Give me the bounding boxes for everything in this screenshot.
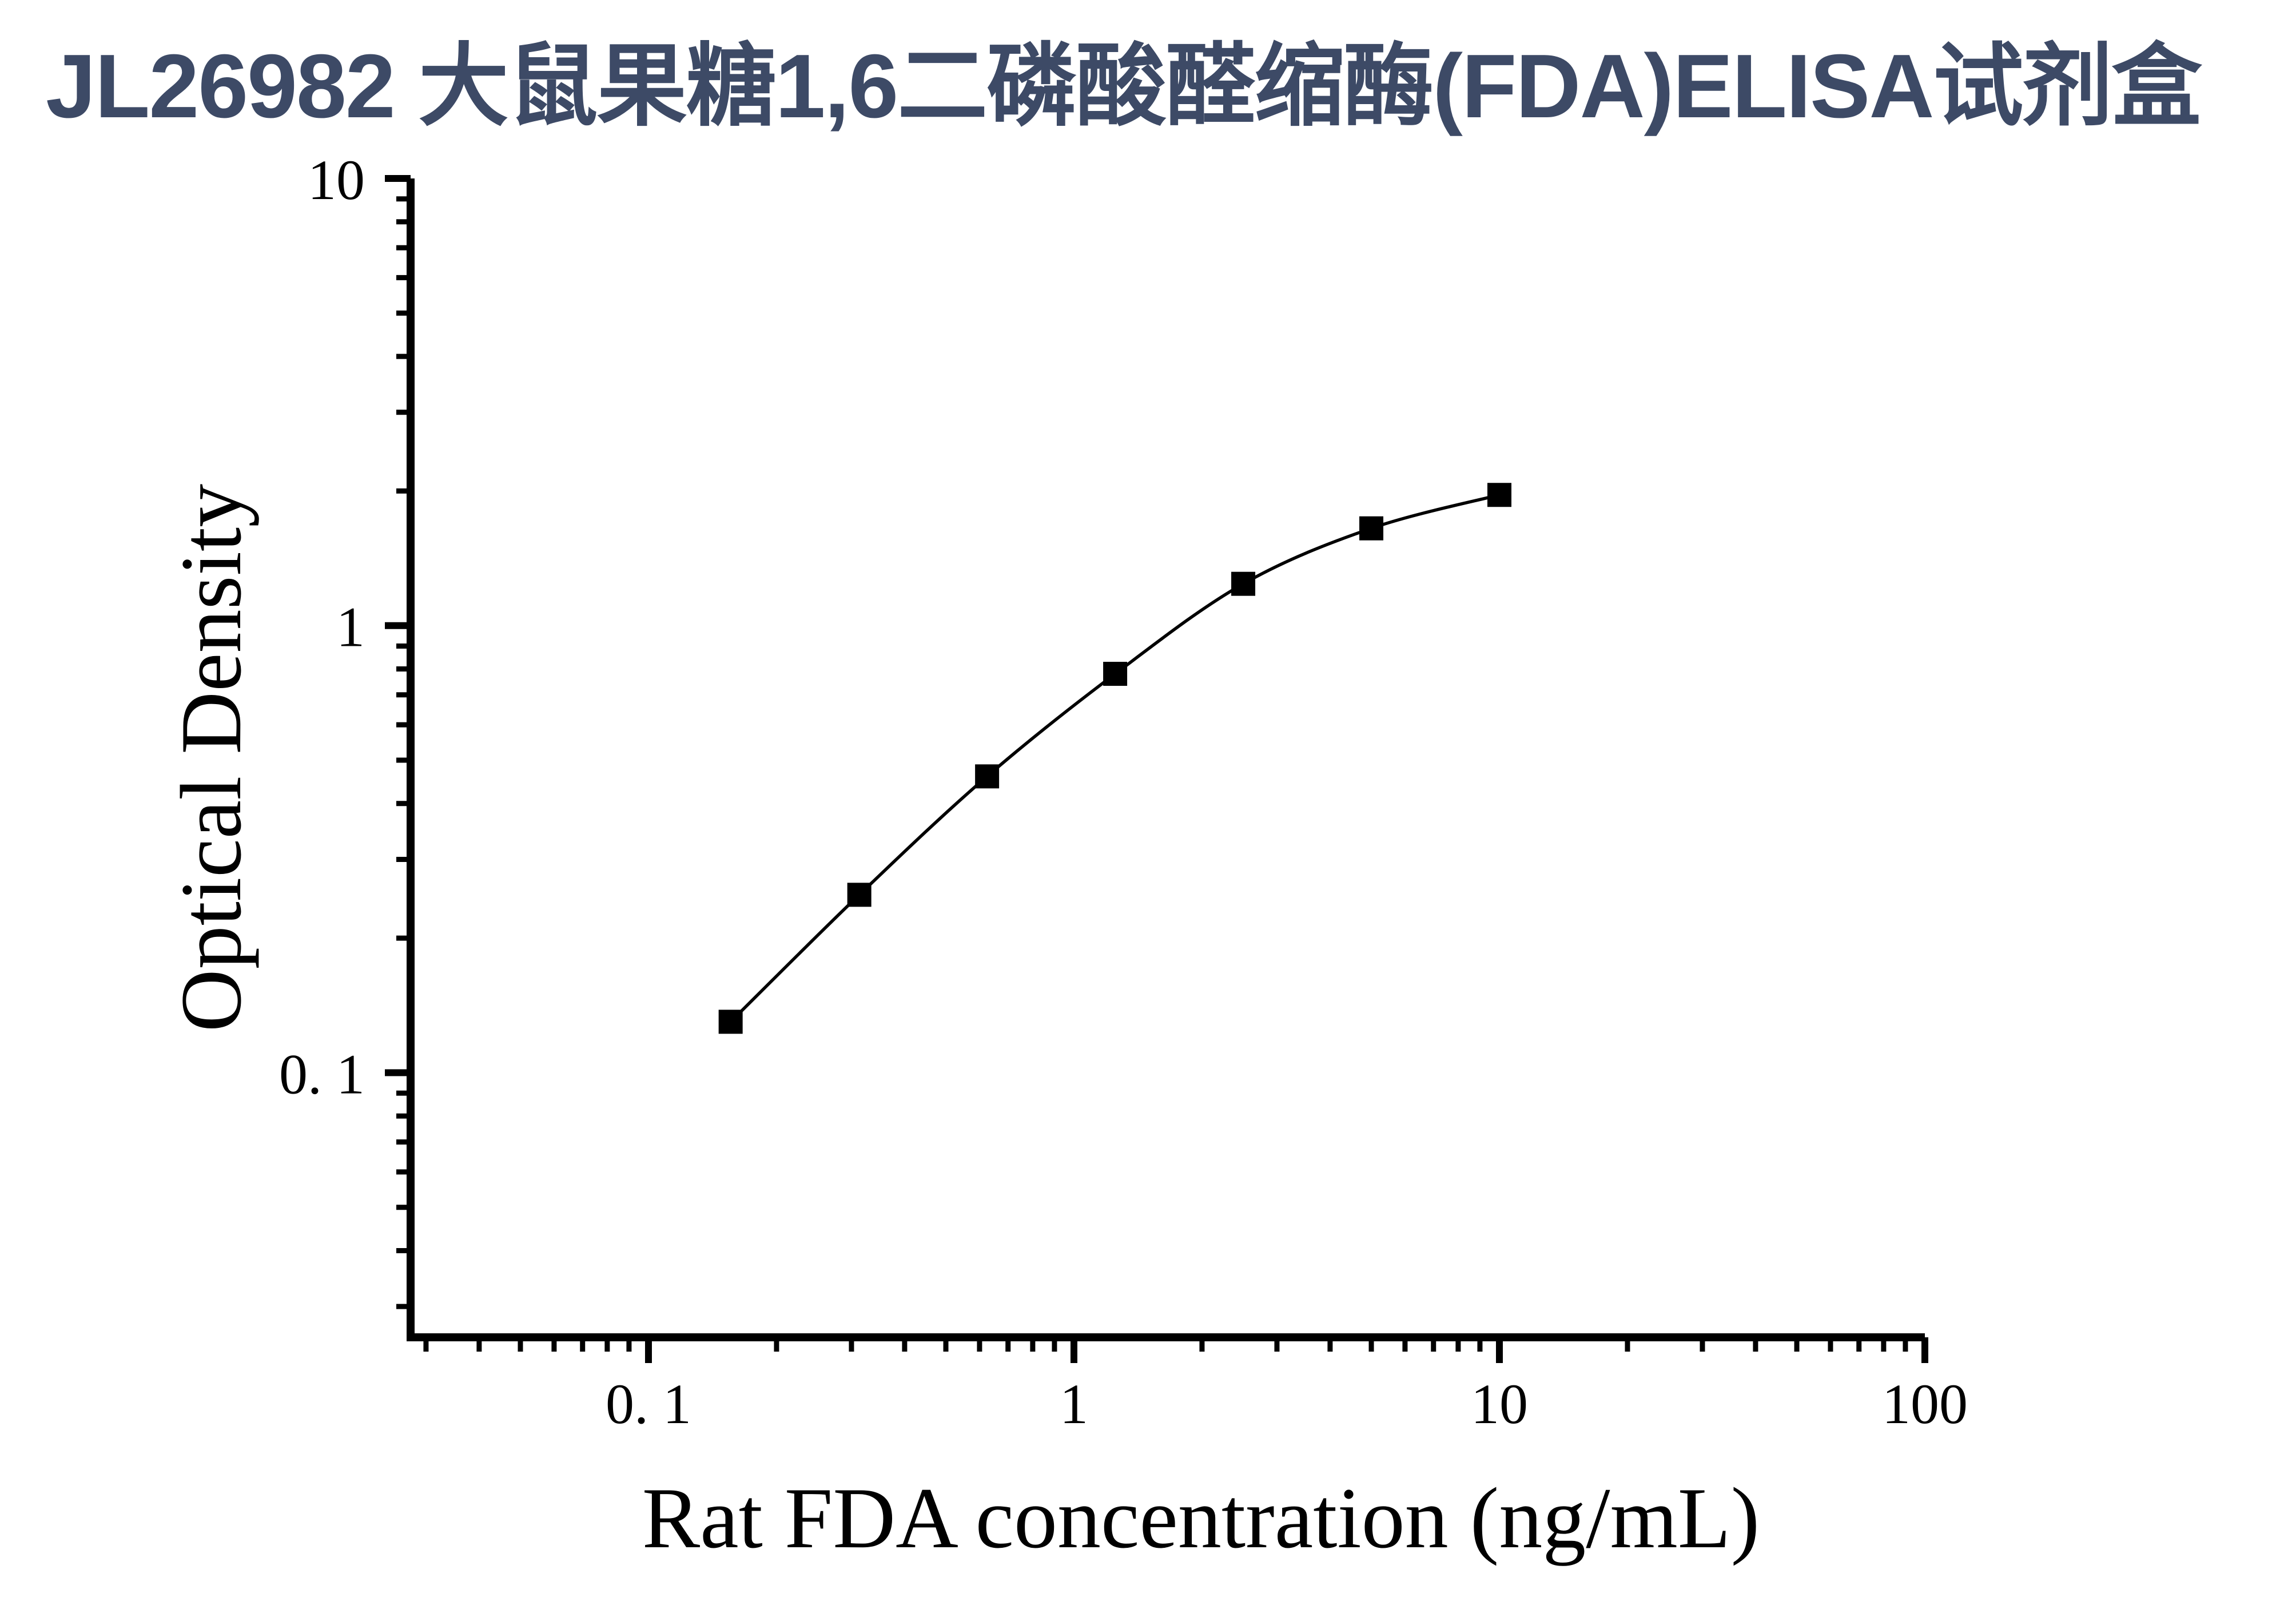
data-point-marker [718, 1010, 743, 1034]
data-point-marker [1231, 571, 1256, 596]
data-point-marker [1487, 483, 1511, 507]
x-tick-label: 0. 1 [606, 1372, 691, 1436]
axis-ticks [385, 175, 1928, 1363]
data-point-marker [847, 883, 872, 907]
standard-curve-line [729, 493, 1500, 1023]
axis-tick-labels: 0. 1 1 10 100 0. 1 1 10 [279, 148, 1968, 1436]
x-tick-label: 100 [1882, 1372, 1968, 1436]
y-tick-label: 1 [336, 595, 365, 659]
x-tick-label: 1 [1060, 1372, 1088, 1436]
y-axis-title: Optical Density [163, 484, 259, 1032]
x-tick-label: 10 [1471, 1372, 1528, 1436]
x-axis-title: Rat FDA concentration (ng/mL) [642, 1470, 1760, 1566]
data-series [718, 483, 1511, 1034]
data-point-marker [975, 764, 1000, 789]
y-tick-label: 0. 1 [279, 1042, 365, 1106]
page-title: JL26982 大鼠果糖1,6二磷酸醛缩酶(FDA)ELISA试剂盒 [46, 36, 2202, 137]
data-point-marker [1103, 662, 1128, 686]
data-point-marker [1359, 516, 1384, 541]
axes [407, 178, 1925, 1341]
y-tick-label: 10 [308, 148, 365, 212]
